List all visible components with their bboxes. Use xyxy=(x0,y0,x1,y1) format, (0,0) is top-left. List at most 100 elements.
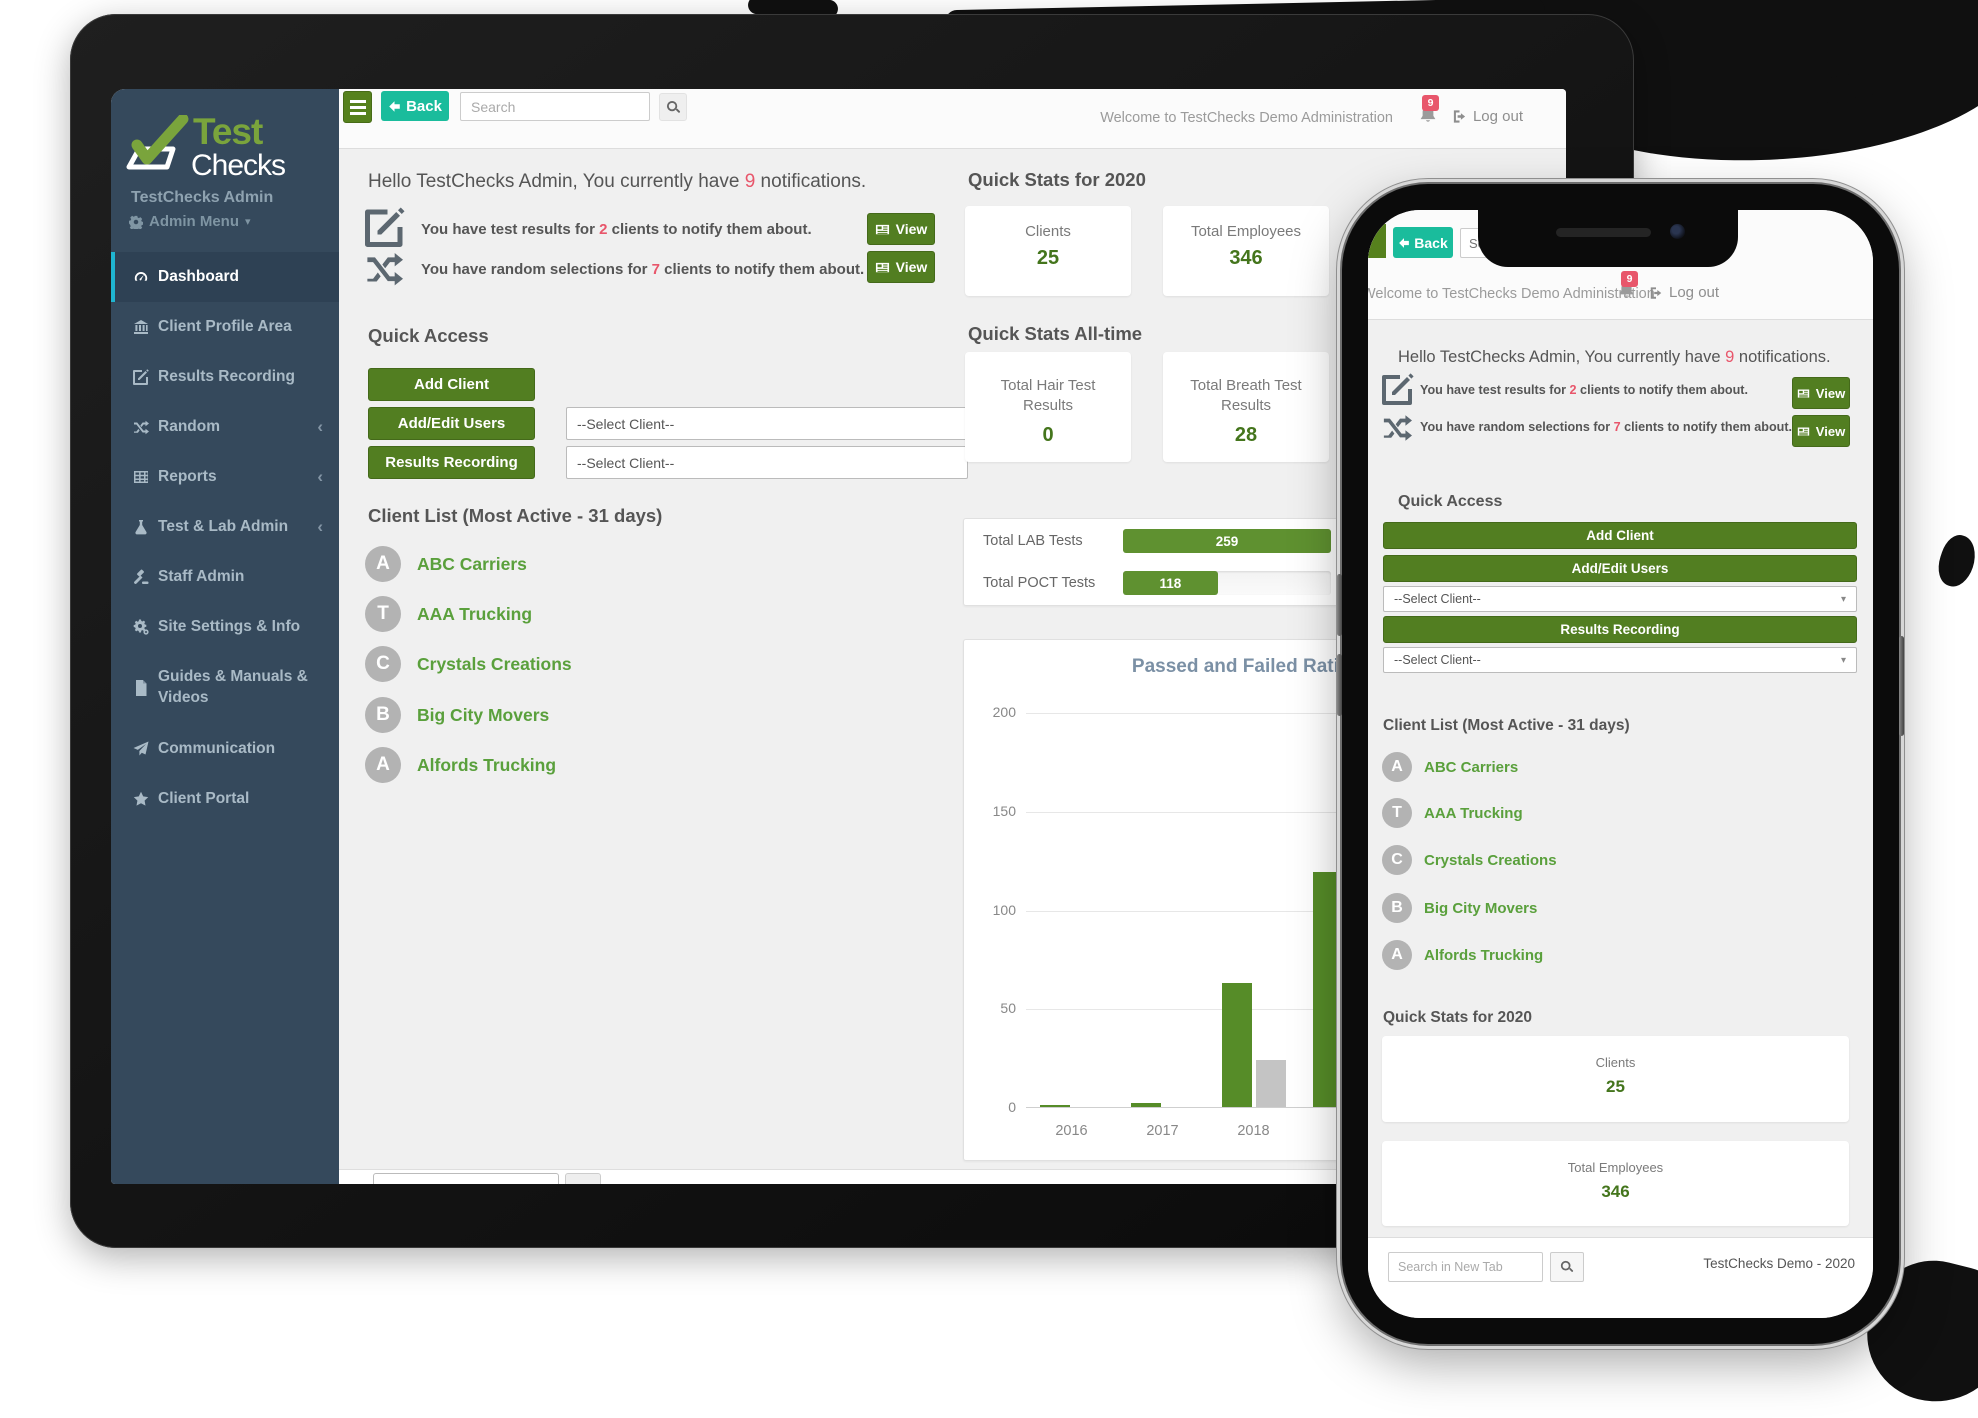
add-client-button[interactable]: Add Client xyxy=(1383,522,1857,549)
add-edit-users-button[interactable]: Add/Edit Users xyxy=(1383,555,1857,582)
view-random-selections-button[interactable]: View xyxy=(867,251,935,283)
back-button[interactable]: Back xyxy=(1393,227,1453,258)
logout-button[interactable]: Log out xyxy=(1452,108,1523,125)
sidebar-item-results-recording[interactable]: Results Recording xyxy=(111,352,339,402)
newspaper-icon xyxy=(875,222,890,237)
client-row[interactable]: B Big City Movers xyxy=(365,697,549,733)
client-row[interactable]: A Alfords Trucking xyxy=(365,747,556,783)
client-row[interactable]: T AAA Trucking xyxy=(1382,798,1523,828)
gauge-icon xyxy=(133,269,149,285)
y-axis-tick-label: 50 xyxy=(1000,1000,1016,1017)
shuffle-icon xyxy=(133,419,149,435)
search-input[interactable] xyxy=(460,92,650,121)
client-avatar: A xyxy=(1382,752,1412,782)
newspaper-icon xyxy=(875,260,890,275)
client-row[interactable]: B Big City Movers xyxy=(1382,893,1537,923)
client-link[interactable]: ABC Carriers xyxy=(417,553,527,574)
add-edit-users-button[interactable]: Add/Edit Users xyxy=(368,407,535,440)
star-icon xyxy=(133,791,149,807)
chevron-left-icon: ‹ xyxy=(317,517,323,536)
hamburger-menu-button[interactable] xyxy=(1368,224,1386,258)
client-avatar: A xyxy=(1382,940,1412,970)
phone-screen: Back Welcome to TestChecks Demo Administ… xyxy=(1368,210,1873,1318)
client-link[interactable]: Big City Movers xyxy=(1424,899,1538,917)
notifications-bell[interactable]: 9 xyxy=(1418,95,1440,128)
search-icon xyxy=(1560,1260,1574,1274)
client-avatar: B xyxy=(1382,893,1412,923)
sidebar-item-client-profile-area[interactable]: Client Profile Area xyxy=(111,302,339,352)
notification-message: You have test results for 2 clients to n… xyxy=(421,221,812,238)
quick-access-title: Quick Access xyxy=(368,325,489,346)
client-select[interactable]: --Select Client-- xyxy=(566,446,968,479)
sidebar-item-random[interactable]: Random ‹ xyxy=(111,402,339,452)
admin-menu-toggle[interactable]: Admin Menu ▾ xyxy=(129,213,251,230)
footer-search-button[interactable] xyxy=(565,1173,601,1184)
view-random-selections-button[interactable]: View xyxy=(1792,415,1850,447)
client-link[interactable]: Alfords Trucking xyxy=(1424,946,1544,964)
footer-search-button[interactable] xyxy=(1550,1252,1584,1282)
quick-stats-2020-title: Quick Stats for 2020 xyxy=(968,169,1146,190)
client-link[interactable]: Crystals Creations xyxy=(417,653,572,674)
sidebar-item-communication[interactable]: Communication xyxy=(111,724,339,774)
back-button[interactable]: Back xyxy=(381,91,449,121)
paper-plane-icon xyxy=(133,741,149,757)
chart-title: Passed and Failed Ratio Y xyxy=(1131,656,1369,677)
x-axis-tick-label: 2018 xyxy=(1237,1123,1270,1139)
client-select[interactable]: --Select Client-- xyxy=(566,407,968,440)
sign-out-icon xyxy=(1649,286,1663,300)
account-name: TestChecks Admin xyxy=(131,189,274,206)
client-select[interactable]: --Select Client-- ▾ xyxy=(1383,647,1857,673)
table-icon xyxy=(133,469,149,485)
quick-stats-2020-title: Quick Stats for 2020 xyxy=(1383,1009,1533,1026)
x-axis-tick-label: 2016 xyxy=(1055,1123,1088,1139)
tablet-screen: Test Checks TestChecks Admin Admin Menu … xyxy=(111,89,1566,1184)
client-avatar: T xyxy=(365,596,401,632)
notifications-bell[interactable]: 9 xyxy=(1617,271,1639,304)
sidebar-item-reports[interactable]: Reports ‹ xyxy=(111,452,339,502)
sidebar-item-test-lab-admin[interactable]: Test & Lab Admin ‹ xyxy=(111,502,339,552)
view-test-results-button[interactable]: View xyxy=(867,213,935,245)
y-axis-tick-label: 150 xyxy=(992,802,1016,819)
sidebar-item-client-portal[interactable]: Client Portal xyxy=(111,774,339,824)
chart-gridline xyxy=(1026,910,1481,912)
client-link[interactable]: Big City Movers xyxy=(417,704,550,725)
add-client-button[interactable]: Add Client xyxy=(368,368,535,401)
footer-search-input[interactable] xyxy=(1388,1252,1543,1282)
greeting-text: Hello TestChecks Admin, You currently ha… xyxy=(368,171,867,192)
results-recording-button[interactable]: Results Recording xyxy=(1383,616,1857,643)
progress-track: 118 xyxy=(1123,571,1331,595)
client-row[interactable]: T AAA Trucking xyxy=(365,596,532,632)
gavel-icon xyxy=(133,569,149,585)
chart-gridline xyxy=(1026,713,1481,714)
client-link[interactable]: ABC Carriers xyxy=(1424,758,1519,776)
client-link[interactable]: AAA Trucking xyxy=(1424,804,1523,822)
client-link[interactable]: AAA Trucking xyxy=(417,603,533,624)
client-link[interactable]: Crystals Creations xyxy=(1424,851,1557,869)
client-row[interactable]: C Crystals Creations xyxy=(1382,845,1557,875)
client-row[interactable]: A Alfords Trucking xyxy=(1382,940,1543,970)
progress-label: Total LAB Tests xyxy=(983,533,1083,549)
client-row[interactable]: A ABC Carriers xyxy=(365,546,527,582)
sidebar-item-dashboard[interactable]: Dashboard xyxy=(111,252,339,302)
logout-button[interactable]: Log out xyxy=(1649,284,1719,301)
ink-smudge xyxy=(1932,531,1978,591)
phone-footer: TestChecks Demo - 2020 xyxy=(1368,1237,1873,1318)
progress-track: 259 xyxy=(1123,529,1331,553)
client-select[interactable]: --Select Client-- ▾ xyxy=(1383,586,1857,612)
client-row[interactable]: A ABC Carriers xyxy=(1382,752,1518,782)
footer-search-input[interactable] xyxy=(373,1173,559,1184)
client-avatar: C xyxy=(1382,845,1412,875)
sidebar-item-staff-admin[interactable]: Staff Admin xyxy=(111,552,339,602)
sidebar-menu: Dashboard Client Profile Area Results Re… xyxy=(111,252,339,824)
client-link[interactable]: Alfords Trucking xyxy=(417,754,557,775)
hamburger-menu-button[interactable] xyxy=(343,91,372,123)
view-test-results-button[interactable]: View xyxy=(1792,377,1850,409)
search-button[interactable] xyxy=(659,93,687,121)
client-row[interactable]: C Crystals Creations xyxy=(365,646,572,682)
sidebar-item-site-settings[interactable]: Site Settings & Info xyxy=(111,602,339,652)
stat-card-breath-tests: Total Breath Test Results 28 xyxy=(1163,352,1329,462)
volume-down-button xyxy=(1337,654,1342,716)
results-recording-button[interactable]: Results Recording xyxy=(368,446,535,479)
notification-message: You have random selections for 7 clients… xyxy=(421,261,865,278)
sidebar-item-guides-manuals[interactable]: Guides & Manuals & Videos xyxy=(111,652,339,724)
